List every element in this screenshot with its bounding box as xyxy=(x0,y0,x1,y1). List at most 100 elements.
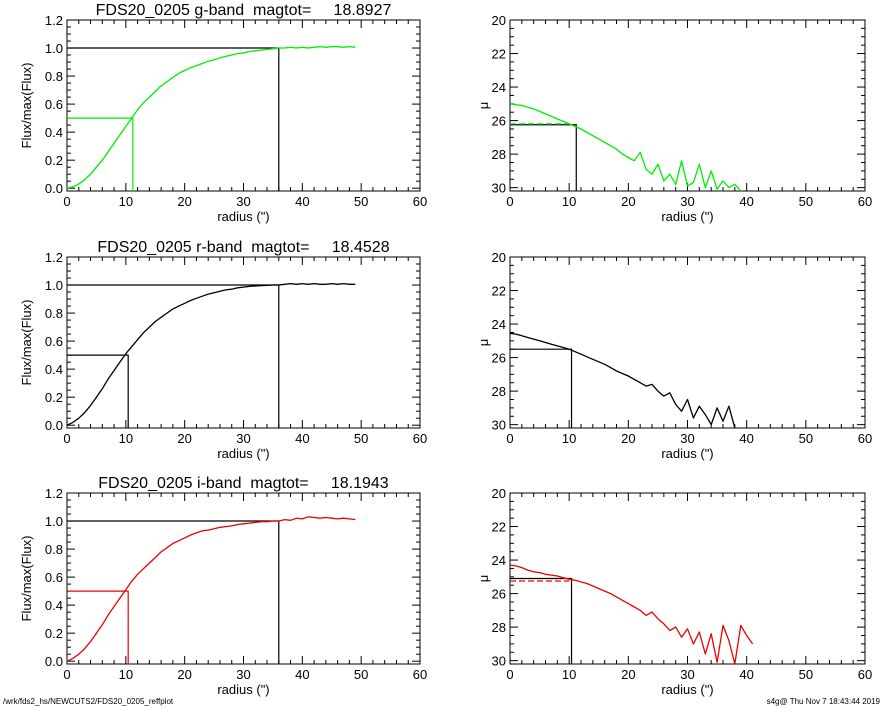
data-layer xyxy=(67,282,356,428)
y-tick-label: 0.2 xyxy=(45,390,63,405)
y-tick-label: 20 xyxy=(492,250,506,265)
y-tick-label: 0.8 xyxy=(45,306,63,321)
chart-title: FDS20_0205 g-band magtot= 18.8927 xyxy=(96,2,392,19)
series-line-g-0 xyxy=(67,45,356,189)
x-tick-label: 30 xyxy=(236,431,250,446)
data-layer xyxy=(67,516,356,664)
x-axis-label: radius (") xyxy=(661,446,713,461)
y-axis-label: μ xyxy=(476,102,491,110)
y-tick-label: 0.6 xyxy=(45,97,63,112)
y-tick-label: 0.0 xyxy=(45,181,63,196)
y-tick-label: 0.4 xyxy=(45,362,63,377)
y-tick-label: 1.2 xyxy=(45,13,63,28)
x-tick-label: 20 xyxy=(177,431,191,446)
data-layer xyxy=(67,45,356,191)
effective-radius-reference-line xyxy=(510,124,577,191)
series-line-r-0 xyxy=(67,282,356,426)
x-tick-label: 0 xyxy=(506,431,513,446)
y-tick-label: 28 xyxy=(492,384,506,399)
x-tick-label: 50 xyxy=(799,431,813,446)
y-axis-label: Flux/max(Flux) xyxy=(19,536,34,622)
series-line-i-0 xyxy=(510,564,754,664)
footer-timestamp: s4g@ Thu Nov 7 18:43:44 2019 xyxy=(766,697,880,706)
series-line-i-0 xyxy=(67,516,356,662)
panel-i-growth-curve: 0 10 20 30 40 50 60 0.0 0.2 0.4 0.6 0.8 1.0 1.2 radius… xyxy=(19,475,427,697)
half-light-reference-line xyxy=(67,354,129,428)
y-tick-label: 0.2 xyxy=(45,153,63,168)
y-tick-label: 0.2 xyxy=(45,626,63,641)
effective-radius-reference-line xyxy=(510,577,573,664)
x-tick-label: 30 xyxy=(236,667,250,682)
y-tick-label: 30 xyxy=(492,418,506,433)
chart-title: FDS20_0205 i-band magtot= 18.1943 xyxy=(98,475,389,492)
x-axis-label: radius (") xyxy=(661,682,713,697)
half-light-reference-line xyxy=(67,590,129,664)
y-tick-label: 22 xyxy=(492,47,506,62)
y-tick-label: 0.8 xyxy=(45,69,63,84)
y-tick-label: 1.0 xyxy=(45,278,63,293)
x-tick-label: 0 xyxy=(63,667,70,682)
y-tick-label: 28 xyxy=(492,620,506,635)
x-tick-label: 40 xyxy=(739,431,753,446)
y-tick-label: 0.6 xyxy=(45,334,63,349)
x-tick-label: 30 xyxy=(680,667,694,682)
y-tick-label: 0.0 xyxy=(45,418,63,433)
panel-g-growth-curve: 0 10 20 30 40 50 60 0.0 0.2 0.4 0.6 0.8 1.0 1.2 radius… xyxy=(19,2,427,224)
total-flux-reference-line xyxy=(67,284,280,428)
y-tick-label: 0.6 xyxy=(45,570,63,585)
plot-frame xyxy=(66,19,421,192)
effective-radius-reference-line xyxy=(510,348,573,428)
x-tick-label: 0 xyxy=(63,431,70,446)
x-axis-label: radius (") xyxy=(217,682,269,697)
x-tick-label: 40 xyxy=(295,667,309,682)
x-tick-label: 50 xyxy=(354,431,368,446)
x-tick-label: 60 xyxy=(413,667,427,682)
plot-frame xyxy=(66,256,421,429)
series-line-g-0 xyxy=(510,103,742,191)
panel-r-growth-curve: 0 10 20 30 40 50 60 0.0 0.2 0.4 0.6 0.8 1.0 1.2 radius… xyxy=(19,239,427,461)
data-layer xyxy=(510,564,754,664)
x-tick-label: 50 xyxy=(354,667,368,682)
x-axis-label: radius (") xyxy=(661,209,713,224)
x-tick-label: 0 xyxy=(63,194,70,209)
x-tick-label: 0 xyxy=(506,667,513,682)
y-tick-label: 30 xyxy=(492,654,506,669)
total-flux-reference-line xyxy=(67,520,280,664)
x-tick-label: 10 xyxy=(562,194,576,209)
y-tick-label: 26 xyxy=(492,351,506,366)
y-tick-label: 20 xyxy=(492,486,506,501)
x-tick-label: 30 xyxy=(236,194,250,209)
y-tick-label: 22 xyxy=(492,520,506,535)
y-tick-label: 24 xyxy=(492,80,506,95)
y-tick-label: 0.4 xyxy=(45,125,63,140)
x-tick-label: 50 xyxy=(799,194,813,209)
y-tick-label: 1.0 xyxy=(45,514,63,529)
x-tick-label: 60 xyxy=(858,194,872,209)
y-tick-label: 1.2 xyxy=(45,250,63,265)
y-tick-label: 24 xyxy=(492,553,506,568)
x-tick-label: 20 xyxy=(621,194,635,209)
x-tick-label: 60 xyxy=(413,194,427,209)
x-tick-label: 50 xyxy=(799,667,813,682)
y-tick-label: 0.8 xyxy=(45,542,63,557)
x-tick-label: 10 xyxy=(119,431,133,446)
x-tick-label: 50 xyxy=(354,194,368,209)
x-tick-label: 30 xyxy=(680,431,694,446)
footer-file-path: /wrk/fds2_hs/NEWCUTS2/FDS20_0205_reffplo… xyxy=(3,697,174,706)
y-tick-label: 28 xyxy=(492,147,506,162)
x-tick-label: 20 xyxy=(177,667,191,682)
y-tick-label: 22 xyxy=(492,284,506,299)
chart-title: FDS20_0205 r-band magtot= 18.4528 xyxy=(97,239,389,256)
x-axis-label: radius (") xyxy=(217,446,269,461)
total-flux-reference-line xyxy=(67,47,280,191)
x-axis-label: radius (") xyxy=(217,209,269,224)
x-tick-label: 40 xyxy=(295,194,309,209)
plot-frame xyxy=(66,492,421,665)
data-layer xyxy=(510,332,736,428)
x-tick-label: 20 xyxy=(177,194,191,209)
x-tick-label: 30 xyxy=(680,194,694,209)
